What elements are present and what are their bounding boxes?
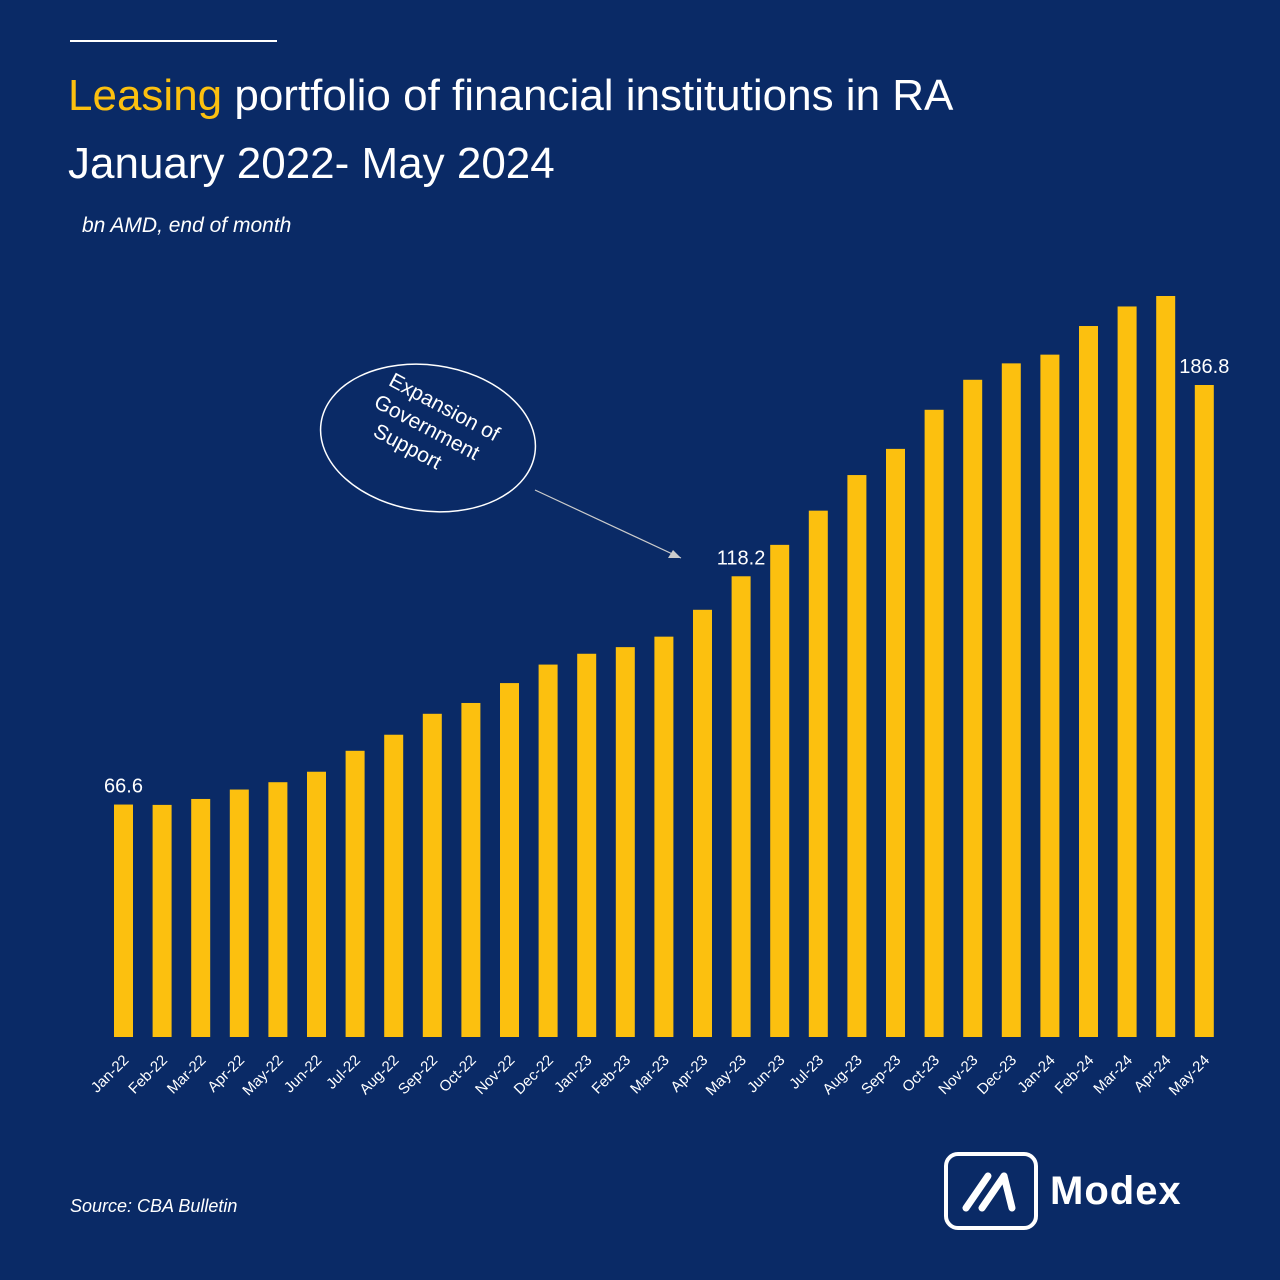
bar-aug-23 — [847, 475, 867, 1037]
x-tick-label: May-23 — [703, 1052, 750, 1099]
annotation-arrow-line — [534, 489, 682, 559]
x-tick-label: Aug-23 — [820, 1052, 866, 1098]
brand-name: Modex — [1050, 1168, 1182, 1213]
x-tick-label: Nov-23 — [935, 1052, 981, 1098]
x-tick-label: Mar-22 — [164, 1052, 210, 1098]
bar-mar-24 — [1117, 306, 1137, 1037]
x-tick-label: May-24 — [1166, 1052, 1213, 1099]
bar-may-23 — [731, 576, 751, 1037]
bar-may-24 — [1194, 385, 1214, 1037]
chart-title: Leasing portfolio of financial instituti… — [68, 62, 953, 198]
x-tick-label: Feb-22 — [125, 1052, 171, 1098]
bar-jul-22 — [345, 750, 365, 1037]
bar-sep-22 — [422, 713, 442, 1037]
data-label: 118.2 — [717, 547, 766, 569]
annotation-ellipse — [319, 363, 537, 513]
bar-oct-22 — [461, 702, 481, 1037]
bar-nov-23 — [963, 379, 983, 1037]
data-label: 66.6 — [104, 776, 143, 798]
data-label: 186.8 — [1179, 356, 1229, 378]
x-tick-label: Oct-23 — [899, 1052, 943, 1096]
bar-oct-23 — [924, 409, 944, 1037]
bar-jun-22 — [307, 771, 326, 1037]
annotation-arrowhead-icon — [668, 550, 681, 558]
bar-chart: Jan-22Feb-22Mar-22Apr-22May-22Jun-22Jul-… — [88, 296, 1229, 1099]
bar-dec-22 — [538, 664, 558, 1037]
bar-feb-23 — [615, 647, 635, 1037]
x-tick-label: Aug-22 — [356, 1052, 402, 1098]
bar-nov-22 — [500, 683, 519, 1037]
title-highlight: Leasing — [68, 71, 223, 120]
bar-may-22 — [268, 782, 288, 1037]
x-tick-label: Jun-22 — [281, 1052, 325, 1096]
bar-feb-22 — [152, 804, 172, 1037]
bar-jan-24 — [1040, 354, 1060, 1037]
source-note: Source: CBA Bulletin — [70, 1196, 238, 1216]
bar-mar-23 — [654, 636, 674, 1037]
x-tick-label: Jan-24 — [1014, 1052, 1058, 1096]
x-tick-label: Jan-23 — [551, 1052, 595, 1096]
x-tick-label: May-22 — [239, 1052, 286, 1099]
title-rest: portfolio of financial institutions in R… — [222, 71, 954, 120]
title-line-2: January 2022- May 2024 — [68, 139, 555, 188]
bar-apr-22 — [229, 789, 249, 1037]
bar-apr-24 — [1156, 296, 1176, 1037]
x-tick-label: Sep-23 — [858, 1052, 904, 1098]
x-tick-label: Jun-23 — [744, 1052, 788, 1096]
x-tick-label: Mar-24 — [1090, 1052, 1136, 1098]
x-tick-label: Dec-23 — [974, 1052, 1020, 1098]
top-rule — [70, 40, 277, 42]
x-tick-label: Dec-22 — [511, 1052, 557, 1098]
bar-jan-22 — [114, 804, 133, 1037]
bar-aug-22 — [384, 734, 404, 1037]
bar-jul-23 — [808, 510, 828, 1038]
bar-sep-23 — [886, 448, 905, 1037]
x-tick-label: Jan-22 — [88, 1052, 132, 1096]
bar-jan-23 — [577, 653, 597, 1037]
bar-mar-22 — [191, 798, 211, 1037]
brand-logo: Modex — [944, 1152, 1182, 1230]
x-tick-label: Feb-23 — [588, 1052, 634, 1098]
bar-jun-23 — [770, 544, 790, 1037]
bar-feb-24 — [1079, 326, 1098, 1037]
x-tick-label: Feb-24 — [1052, 1052, 1098, 1098]
logo-mark-icon — [944, 1152, 1038, 1230]
x-tick-label: Nov-22 — [472, 1052, 518, 1098]
x-tick-label: Sep-22 — [395, 1052, 441, 1098]
unit-subtitle: bn AMD, end of month — [82, 214, 292, 237]
bar-apr-23 — [693, 609, 712, 1037]
bar-dec-23 — [1001, 363, 1021, 1037]
x-tick-label: Oct-22 — [436, 1052, 480, 1096]
x-tick-label: Mar-23 — [627, 1052, 673, 1098]
